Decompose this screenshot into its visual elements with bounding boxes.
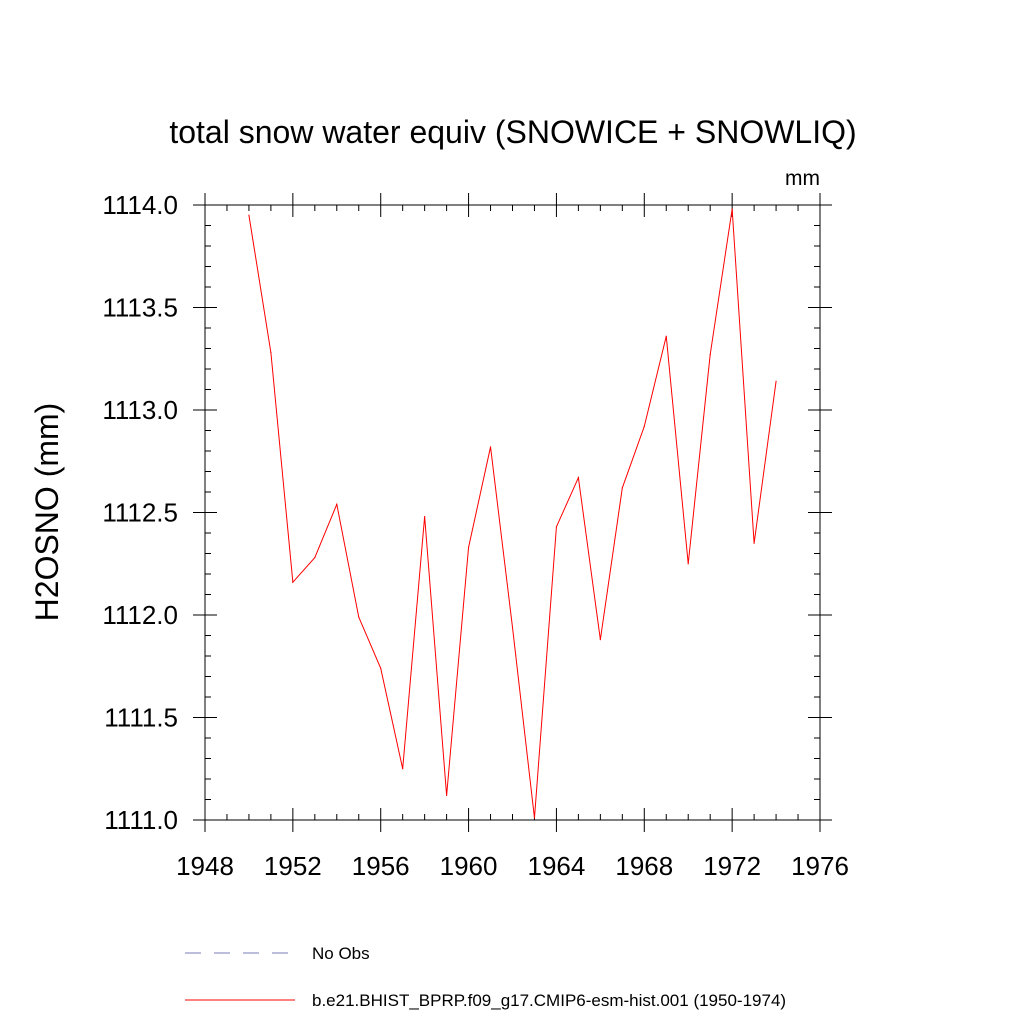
y-tick-label: 1113.5 xyxy=(102,293,178,323)
chart-title: total snow water equiv (SNOWICE + SNOWLI… xyxy=(169,114,856,150)
data-point xyxy=(489,446,492,448)
data-point xyxy=(446,794,448,797)
y-tick-label: 1113.0 xyxy=(102,395,178,425)
data-point xyxy=(467,546,470,548)
minor-ticks xyxy=(205,205,820,820)
y-axis-label: H2OSNO (mm) xyxy=(29,403,65,622)
y-tick-label: 1112.5 xyxy=(102,498,178,528)
x-tick-label: 1964 xyxy=(528,851,586,881)
y-tick-label: 1114.0 xyxy=(102,190,178,220)
x-tick-label: 1972 xyxy=(703,851,761,881)
x-tick-label: 1968 xyxy=(615,851,673,881)
data-point xyxy=(709,354,711,356)
x-tick-label: 1960 xyxy=(440,851,498,881)
data-point xyxy=(621,487,623,489)
data-point xyxy=(643,425,645,427)
y-tick-label: 1112.0 xyxy=(102,600,178,630)
data-point xyxy=(402,768,404,770)
data-point xyxy=(665,335,667,337)
x-tick-labels: 1948 1952 1956 1960 1964 1968 1972 1976 xyxy=(176,851,849,881)
data-point xyxy=(292,581,294,583)
data-point xyxy=(731,208,733,210)
data-point xyxy=(533,817,536,819)
y-tick-labels: 1111.0 1111.5 1112.0 1112.5 1113.0 1113.5 1114… xyxy=(102,190,178,835)
data-point xyxy=(555,526,558,528)
data-point xyxy=(775,380,777,382)
data-point xyxy=(599,639,601,641)
x-tick-label: 1952 xyxy=(264,851,322,881)
plot-frame xyxy=(204,204,821,821)
y-tick-label: 1111.5 xyxy=(104,703,178,733)
data-point xyxy=(753,542,755,544)
series-group xyxy=(248,208,777,819)
series-line xyxy=(248,209,777,819)
x-tick-label: 1976 xyxy=(791,851,849,881)
x-tick-label: 1948 xyxy=(176,851,234,881)
legend-label-model-run: b.e21.BHIST_BPRP.f09_g17.CMIP6-esm-hist.… xyxy=(312,991,786,1010)
data-point xyxy=(358,616,360,618)
data-point xyxy=(687,563,689,565)
data-point xyxy=(424,516,426,518)
major-ticks xyxy=(193,193,832,832)
data-point xyxy=(511,626,514,628)
units-label: mm xyxy=(785,167,820,190)
x-tick-label: 1956 xyxy=(352,851,410,881)
legend-label-no-obs: No Obs xyxy=(312,944,370,963)
legend: No Obs b.e21.BHIST_BPRP.f09_g17.CMIP6-es… xyxy=(185,944,786,1010)
data-point xyxy=(336,503,338,505)
data-point xyxy=(577,477,579,479)
y-tick-label: 1111.0 xyxy=(104,805,178,835)
data-point xyxy=(248,214,250,216)
data-point xyxy=(270,352,272,354)
data-point xyxy=(380,667,382,669)
data-point xyxy=(314,557,316,559)
